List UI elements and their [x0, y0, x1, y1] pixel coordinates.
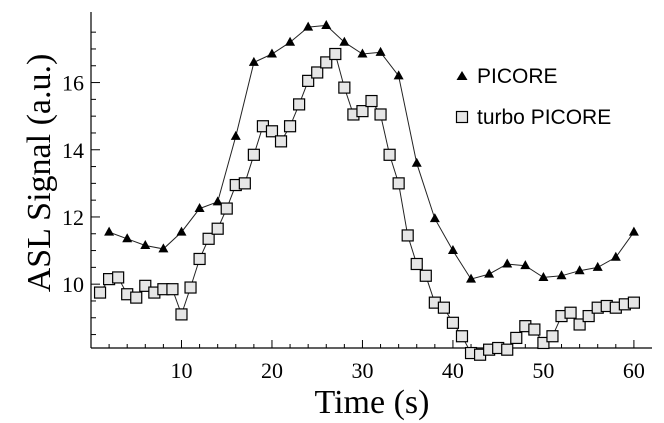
- legend: PICORE turbo PICORE: [455, 65, 611, 129]
- data-point-picore: [321, 19, 332, 29]
- data-point-picore: [556, 270, 567, 280]
- data-point-turbo-picore: [365, 94, 378, 108]
- data-point-turbo-picore: [437, 301, 450, 314]
- x-tick-label: 40: [442, 358, 464, 383]
- data-point-turbo-picore: [374, 108, 387, 121]
- data-point-turbo-picore: [383, 148, 396, 161]
- data-point-turbo-picore: [202, 232, 215, 245]
- ticks: 10 20 30 40 50 60 10 12 14 16: [62, 31, 645, 383]
- data-point-turbo-picore: [211, 222, 224, 235]
- x-tick-label: 30: [351, 358, 373, 383]
- data-point-picore: [466, 273, 477, 283]
- data-point-turbo-picore: [293, 98, 306, 111]
- data-point-turbo-picore: [455, 330, 469, 343]
- data-point-turbo-picore: [247, 148, 260, 161]
- data-point-picore: [628, 226, 639, 236]
- data-point-turbo-picore: [510, 331, 523, 345]
- data-point-turbo-picore: [446, 316, 460, 329]
- data-point-turbo-picore: [419, 269, 432, 282]
- data-point-picore: [194, 203, 205, 213]
- data-point-turbo-picore: [265, 125, 279, 138]
- data-point-picore: [248, 56, 259, 66]
- x-tick-label: 20: [261, 358, 283, 383]
- data-point-picore: [411, 157, 422, 167]
- data-point-picore: [357, 48, 368, 58]
- data-point-turbo-picore: [166, 283, 179, 296]
- y-tick-label: 10: [62, 272, 84, 297]
- data-point-picore: [484, 268, 495, 278]
- data-point-turbo-picore: [573, 318, 586, 331]
- data-point-picore: [592, 261, 603, 271]
- data-point-picore: [176, 226, 187, 236]
- x-axis-title: Time (s): [315, 384, 430, 421]
- y-tick-label: 16: [62, 71, 84, 96]
- data-point-picore: [610, 251, 621, 261]
- data-point-turbo-picore: [528, 323, 541, 336]
- y-axis-title: ASL Signal (a.u.): [21, 54, 58, 293]
- x-tick-label: 50: [532, 358, 554, 383]
- data-point-picore: [230, 130, 241, 140]
- data-point-turbo-picore: [501, 343, 514, 356]
- data-point-turbo-picore: [139, 279, 152, 292]
- data-point-picore: [339, 36, 350, 46]
- data-point-picore: [303, 21, 314, 31]
- legend-marker-picore: [456, 71, 468, 80]
- data-point-turbo-picore: [274, 135, 288, 148]
- data-point-turbo-picore: [311, 66, 324, 79]
- data-point-picore: [140, 240, 151, 250]
- data-point-picore: [375, 46, 386, 56]
- data-point-picore: [393, 70, 404, 80]
- data-point-picore: [429, 213, 440, 223]
- data-point-turbo-picore: [175, 308, 188, 321]
- data-point-picore: [104, 226, 115, 236]
- y-tick-label: 14: [62, 138, 84, 163]
- legend-marker-turbo-picore: [455, 110, 469, 124]
- data-point-picore: [502, 258, 513, 268]
- data-point-turbo-picore: [93, 286, 107, 299]
- data-point-picore: [574, 265, 585, 275]
- data-point-turbo-picore: [392, 177, 405, 190]
- data-point-picore: [266, 48, 277, 58]
- x-tick-label: 60: [623, 358, 645, 383]
- data-point-turbo-picore: [329, 47, 342, 61]
- data-point-picore: [520, 260, 531, 270]
- data-point-turbo-picore: [220, 202, 233, 215]
- data-point-turbo-picore: [283, 120, 297, 133]
- axes: [90, 12, 652, 349]
- legend-label-picore: PICORE: [477, 65, 558, 88]
- series-line-picore: [108, 24, 635, 280]
- data-point-turbo-picore: [184, 281, 197, 294]
- data-point-turbo-picore: [338, 81, 351, 94]
- data-point-turbo-picore: [401, 229, 414, 242]
- data-point-picore: [447, 245, 458, 255]
- data-point-turbo-picore: [238, 177, 251, 190]
- legend-label-turbo-picore: turbo PICORE: [477, 106, 611, 129]
- y-tick-label: 12: [62, 205, 84, 230]
- data-point-turbo-picore: [410, 257, 423, 271]
- data-point-turbo-picore: [193, 252, 206, 266]
- series-layer: [93, 19, 641, 361]
- data-point-turbo-picore: [546, 330, 559, 343]
- data-point-turbo-picore: [537, 336, 550, 350]
- data-point-turbo-picore: [564, 306, 577, 319]
- data-point-picore: [212, 196, 223, 206]
- data-point-picore: [538, 271, 549, 281]
- data-point-turbo-picore: [320, 56, 333, 69]
- data-point-turbo-picore: [130, 291, 143, 304]
- data-point-picore: [285, 36, 296, 46]
- data-point-turbo-picore: [112, 271, 125, 284]
- data-point-turbo-picore: [627, 296, 641, 309]
- data-point-turbo-picore: [302, 74, 315, 87]
- data-point-picore: [122, 233, 133, 243]
- data-point-turbo-picore: [582, 309, 595, 323]
- data-point-turbo-picore: [356, 105, 369, 118]
- data-point-picore: [158, 243, 169, 253]
- x-tick-label: 10: [170, 358, 192, 383]
